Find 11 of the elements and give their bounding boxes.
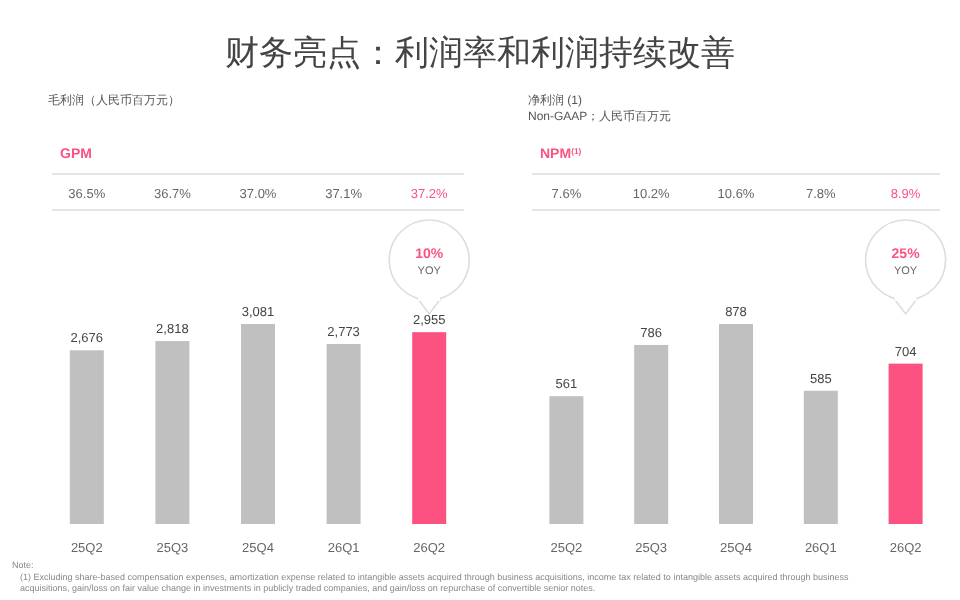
- bar: [803, 390, 838, 524]
- bar: [326, 343, 361, 524]
- chart-title: 财务亮点：利润率和利润持续改善: [225, 34, 735, 72]
- bar: [719, 324, 753, 524]
- bar: [412, 332, 447, 524]
- bar: [241, 324, 275, 524]
- bar: [634, 344, 669, 524]
- bar: [69, 350, 104, 524]
- bar: [888, 363, 923, 524]
- bar: [155, 341, 190, 524]
- bar: [549, 396, 584, 524]
